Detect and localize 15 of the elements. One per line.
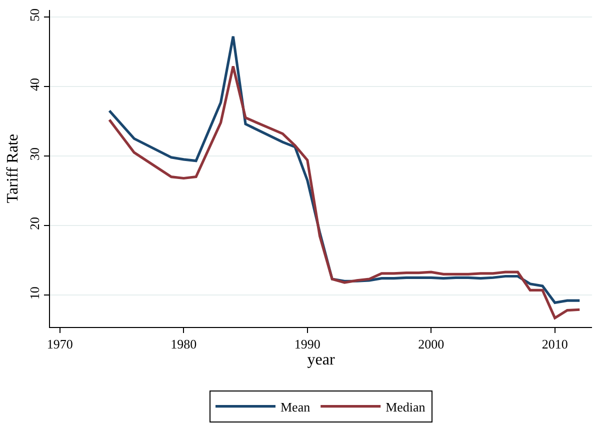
x-tick-label: 2010 xyxy=(542,336,568,352)
x-axis-title: year xyxy=(307,352,336,369)
x-tick-label: 1990 xyxy=(294,336,320,352)
y-tick-label: 40 xyxy=(26,78,42,92)
y-tick-label: 20 xyxy=(26,217,42,230)
x-tick-label: 2000 xyxy=(418,336,444,352)
x-tick-label: 1970 xyxy=(46,336,73,352)
legend-label: Mean xyxy=(280,399,311,414)
legend-label: Median xyxy=(386,399,426,414)
y-tick-label: 10 xyxy=(26,286,42,300)
line-series xyxy=(108,65,581,320)
y-tick-label: 30 xyxy=(26,148,42,161)
y-tick-label: 50 xyxy=(26,8,42,22)
x-tick-label: 1980 xyxy=(170,336,197,352)
y-axis-title: Tariff Rate xyxy=(4,134,22,204)
